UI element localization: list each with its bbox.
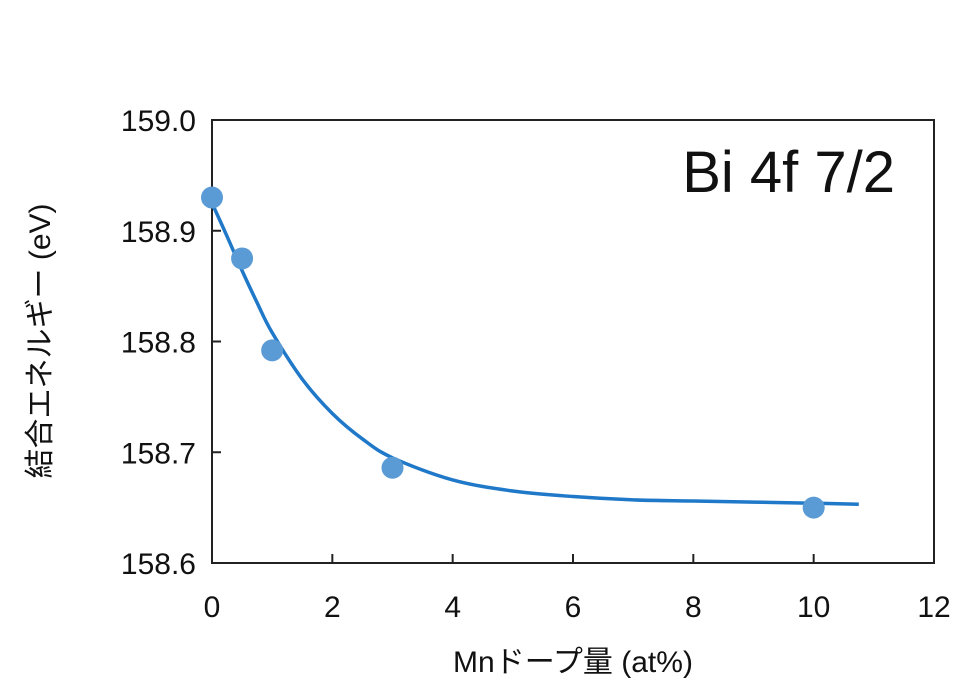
x-tick-label: 6: [565, 591, 582, 624]
y-tick-label: 158.6: [121, 548, 196, 581]
chart-annotation: Bi 4f 7/2: [682, 140, 895, 205]
x-tick-label: 8: [685, 591, 702, 624]
x-tick-label: 2: [324, 591, 341, 624]
y-axis-ticks: 158.6 158.7 158.8 158.9 159.0: [121, 105, 221, 581]
y-tick-label: 159.0: [121, 105, 196, 138]
x-tick-label: 0: [204, 591, 221, 624]
x-tick-label: 12: [917, 591, 950, 624]
data-point: [381, 456, 404, 479]
x-axis-title: Mnドープ量 (at%): [453, 646, 693, 679]
fit-curve-line: [210, 202, 859, 507]
data-points: [201, 186, 825, 519]
data-point: [802, 496, 825, 519]
y-tick-label: 158.8: [121, 327, 196, 360]
y-tick-label: 158.7: [121, 437, 196, 470]
data-point: [231, 247, 254, 270]
y-tick-label: 158.9: [121, 216, 196, 249]
x-axis-ticks: 0 2 4 6 8 10 12: [204, 554, 951, 624]
y-axis-title: 結合エネルギー (eV): [24, 203, 57, 478]
data-point: [201, 186, 223, 209]
x-tick-label: 10: [797, 591, 830, 624]
x-tick-label: 4: [444, 591, 461, 624]
data-point: [261, 339, 284, 362]
